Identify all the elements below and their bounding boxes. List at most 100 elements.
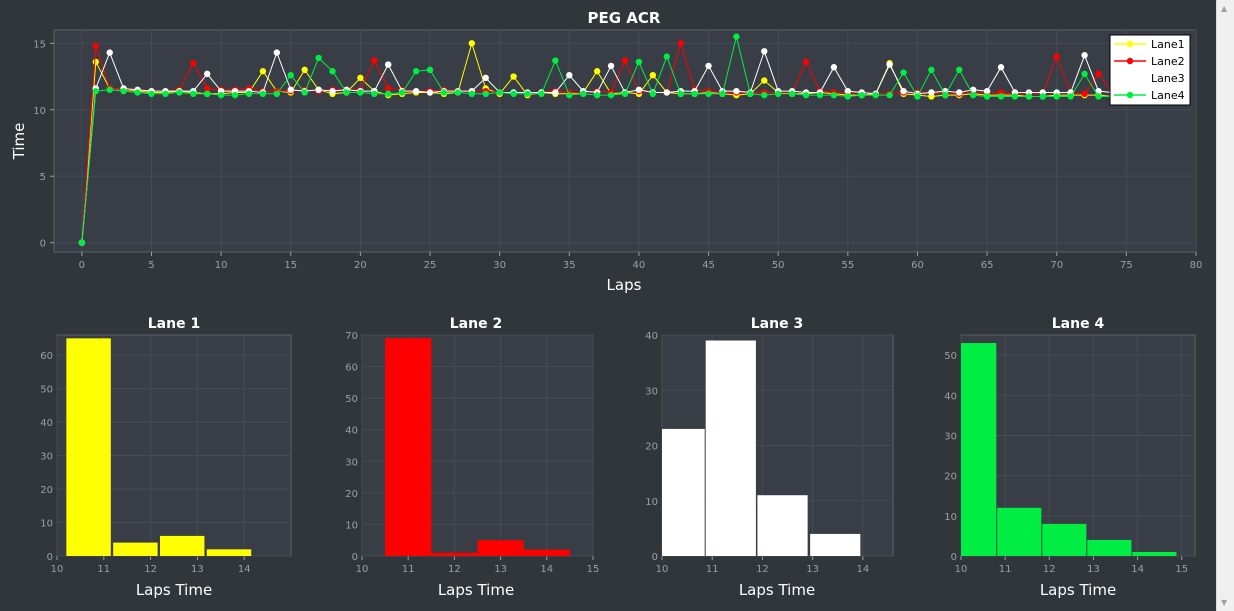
data-point-lane3 [761,48,768,55]
data-point-lane3 [203,70,211,78]
data-point-lane3 [482,74,489,82]
data-point-lane2 [190,60,197,67]
data-point-lane4 [385,90,392,98]
data-point-lane3 [287,86,294,94]
y-axis-label: Time [10,123,28,161]
data-point-lane4 [969,91,977,99]
scroll-down-arrow-icon[interactable]: ▼ [1221,598,1228,607]
data-point-lane4 [1067,93,1074,100]
x-tick-label: 14 [238,564,251,575]
data-point-lane3 [607,62,615,70]
y-tick-label: 30 [40,452,53,463]
x-tick-label: 0 [79,260,85,271]
lap-times-chart: PEG ACR Time Laps 0 5 10 15 20 25 30 35 40 45 50 55… [10,9,1202,294]
x-tick-label: 13 [191,564,204,575]
data-point-lane3 [635,86,643,94]
data-point-lane4 [733,33,740,40]
y-tick-label: 0 [40,239,46,250]
histogram-bar [385,338,432,556]
data-point-lane3 [329,87,336,95]
data-point-lane4 [830,91,838,99]
data-point-lane4 [468,90,476,98]
data-point-lane4 [635,58,643,66]
data-point-lane4 [1039,93,1047,100]
x-tick-label: 10 [656,564,669,575]
data-point-lane3 [426,89,434,96]
data-point-lane4 [148,90,155,98]
histogram-title: Lane 4 [1052,316,1105,332]
scroll-up-arrow-icon[interactable]: ▲ [1221,4,1228,13]
y-tick-label: 10 [645,497,658,508]
histogram-bar [1087,539,1132,556]
data-point-lane3 [928,89,935,96]
data-point-lane4 [942,91,949,99]
legend: Lane1 Lane2 Lane3 Lane4 [1109,34,1191,106]
y-tick-label: 50 [944,351,957,362]
data-point-lane3 [566,71,573,79]
data-point-lane3 [844,87,852,95]
y-tick-label: 30 [645,386,658,397]
histogram-bar [1042,523,1087,556]
histogram-bar [477,540,524,556]
data-point-lane4 [719,90,726,98]
data-point-lane4 [677,90,684,98]
data-point-lane2 [802,58,810,66]
x-tick-label: 60 [911,260,924,271]
legend-marker-lane1 [1126,40,1134,48]
histogram-bar [66,338,111,556]
data-point-lane4 [997,93,1005,100]
data-point-lane4 [858,91,865,99]
y-tick-label: 5 [40,172,46,183]
data-point-lane2 [677,40,684,47]
legend-box [1109,34,1191,106]
y-tick-label: 10 [345,520,358,531]
data-point-lane4 [371,90,378,98]
data-point-lane3 [106,49,113,56]
data-point-lane4 [245,90,253,98]
x-tick-label: 50 [772,260,785,271]
data-point-lane4 [747,90,754,98]
histogram-bar [662,428,705,556]
y-tick-label: 20 [645,442,658,453]
data-point-lane1 [761,77,768,84]
data-point-lane4 [357,89,364,96]
data-point-lane2 [371,57,378,64]
histogram-bar [431,552,478,556]
y-tick-label: 50 [345,394,358,405]
x-tick-label: 5 [148,260,154,271]
vertical-scrollbar[interactable]: ▲ ▼ [1216,0,1234,611]
data-point-lane3 [385,61,392,68]
y-tick-label: 30 [345,457,358,468]
y-tick-label: 0 [47,552,53,563]
legend-label-lane4: Lane4 [1151,89,1185,102]
x-tick-label: 11 [706,564,719,575]
data-point-lane3 [705,62,712,70]
x-tick-label: 10 [51,564,64,575]
histogram-x-label: Laps Time [739,581,815,599]
y-tick-label: 15 [33,39,46,50]
histogram-bar [961,343,997,556]
data-point-lane4 [120,87,127,95]
y-tick-label: 30 [944,431,957,442]
x-tick-label: 12 [448,564,461,575]
data-point-lane4 [705,90,712,98]
histogram-bar [705,340,756,556]
data-point-lane3 [273,49,281,56]
y-tick-label: 0 [951,552,957,563]
x-tick-label: 30 [493,260,506,271]
data-point-lane3 [412,87,420,95]
data-point-lane4 [900,69,907,76]
data-point-lane4 [190,90,197,98]
data-point-lane3 [900,87,907,95]
x-tick-label: 15 [284,260,297,271]
data-point-lane2 [1053,53,1060,60]
data-point-lane1 [357,74,364,82]
x-tick-label: 65 [981,260,994,271]
data-point-lane4 [663,53,670,60]
data-point-lane3 [886,61,893,68]
data-point-lane3 [552,89,559,96]
data-point-lane1 [92,58,99,66]
